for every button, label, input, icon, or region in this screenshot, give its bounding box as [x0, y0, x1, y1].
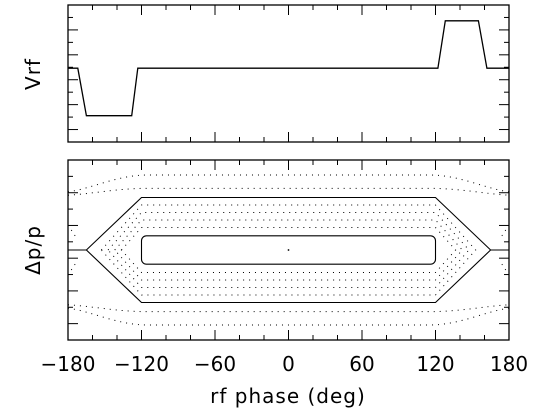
vrf-panel-frame	[67, 4, 510, 143]
x-tick-label: 0	[282, 352, 295, 376]
inner-dotted-contour	[120, 227, 457, 273]
x-tick-label: −180	[41, 352, 96, 376]
outer-dotted-contour	[67, 307, 510, 326]
phase-space-panel-ticks	[67, 159, 510, 341]
edge-dotted-contour	[498, 224, 510, 241]
vrf-waveform-line	[68, 20, 509, 117]
x-tick-label: 60	[349, 352, 374, 376]
separatrix-line	[68, 196, 509, 304]
edge-dotted-contour	[67, 259, 79, 276]
x-tick-label: 180	[490, 352, 528, 376]
edge-dotted-contour	[498, 259, 510, 276]
x-tick-label: −60	[194, 352, 236, 376]
edge-dotted-contour	[67, 224, 79, 241]
inner-dotted-contour	[100, 204, 477, 296]
x-tick-labels: −180 −120 −60 0 60 120 180	[41, 352, 529, 376]
x-tick-label: −120	[114, 352, 169, 376]
vrf-panel-ticks	[67, 4, 510, 143]
x-tick-label: 120	[416, 352, 454, 376]
phase-space-contours	[67, 174, 510, 326]
dp-p-axis-label: Δp/p	[21, 225, 45, 275]
center-point	[287, 249, 290, 251]
outer-dotted-contour	[67, 174, 510, 193]
vrf-axis-label: Vrf	[21, 58, 45, 90]
inner-contour-line	[140, 235, 437, 265]
phase-space-panel: −180 −120 −60 0 60 120 180 Δp/p rf phase (deg)	[21, 159, 529, 408]
inner-dotted-contour	[107, 212, 470, 288]
rf-phase-axis-label: rf phase (deg)	[210, 384, 366, 408]
vrf-panel: Vrf	[21, 4, 510, 143]
inner-dotted-contour	[114, 219, 463, 281]
outer-dotted-contour	[67, 304, 510, 313]
outer-dotted-contour	[67, 187, 510, 196]
